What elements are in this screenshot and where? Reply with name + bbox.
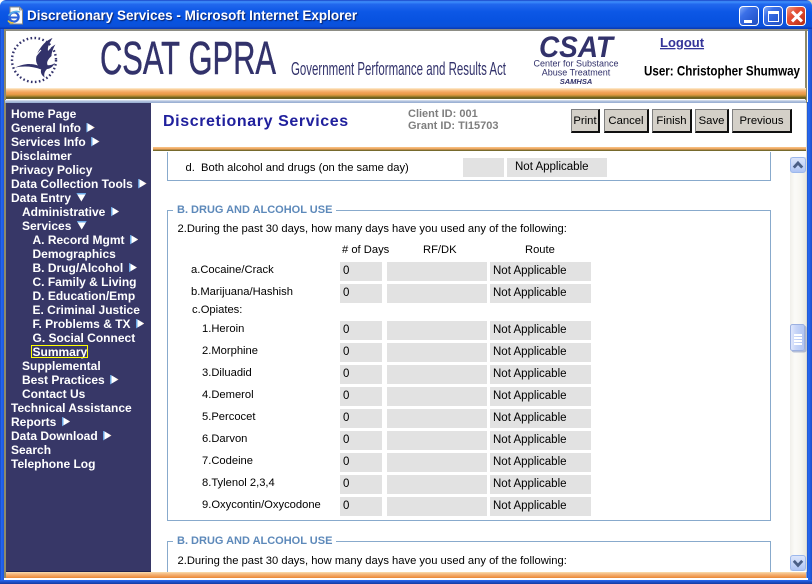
svg-text:CSAT: CSAT (539, 31, 615, 64)
svg-text:SAMHSA: SAMHSA (560, 77, 593, 86)
svg-text:User: Christopher Shumway: User: Christopher Shumway (644, 64, 800, 79)
svg-text:Abuse Treatment: Abuse Treatment (542, 68, 611, 78)
svg-text:Government Performance and Res: Government Performance and Results Act (291, 59, 506, 79)
svg-text:CSAT GPRA: CSAT GPRA (100, 32, 276, 84)
svg-text:Center for Substance: Center for Substance (533, 59, 618, 69)
svg-text:Logout: Logout (660, 35, 705, 50)
